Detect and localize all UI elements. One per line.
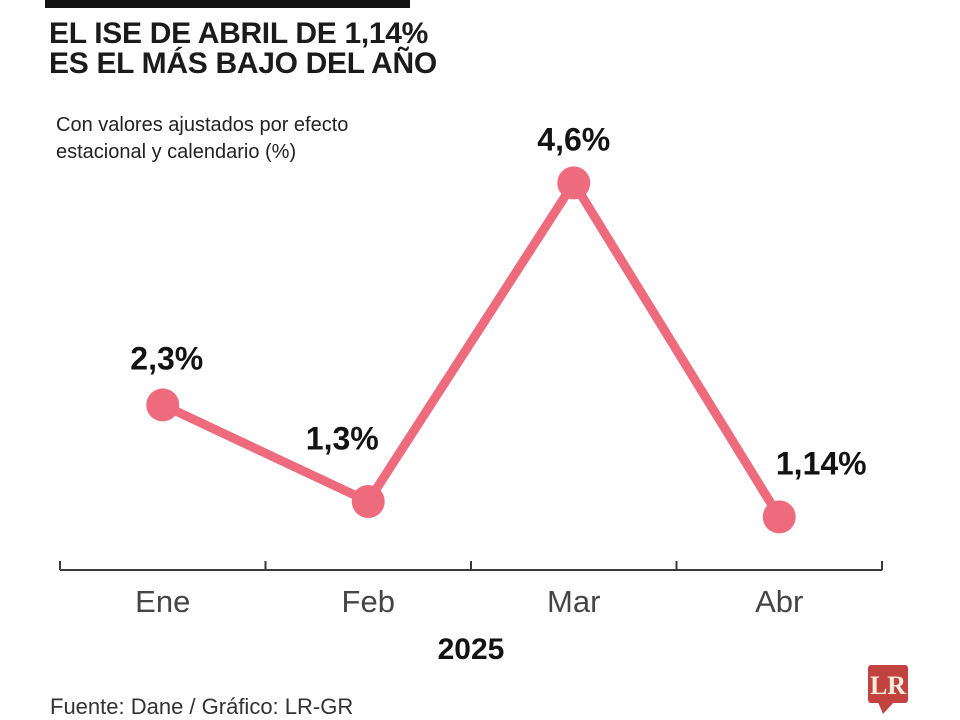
x-tick-label-abr: Abr xyxy=(755,584,804,619)
trend-line xyxy=(158,178,784,522)
data-point-feb xyxy=(351,484,385,518)
lr-logo: LR xyxy=(868,665,908,714)
chart-subtitle: Con valores ajustados por efecto estacio… xyxy=(56,112,348,166)
subtitle-line-1: Con valores ajustados por efecto xyxy=(56,114,349,136)
subtitle-line-2: estacional y calendario (%) xyxy=(56,141,297,163)
x-axis-year-label: 2025 xyxy=(437,633,505,666)
title-line-2: ES EL MÁS BAJO DEL AÑO xyxy=(49,47,437,80)
lr-logo-bubble xyxy=(868,665,908,703)
title-line-1: EL ISE DE ABRIL DE 1,14% xyxy=(49,17,429,50)
data-label-abr: 1,14% xyxy=(775,445,867,482)
title-accent-bar xyxy=(45,0,410,8)
lr-logo-tail xyxy=(878,702,894,714)
data-label-ene: 2,3% xyxy=(130,340,204,377)
source-credit: Fuente: Dane / Gráfico: LR-GR xyxy=(50,694,354,719)
lr-logo-text: LR xyxy=(870,671,906,700)
page-title: EL ISE DE ABRIL DE 1,14% ES EL MÁS BAJO … xyxy=(49,19,437,79)
x-tick-label-mar: Mar xyxy=(547,584,601,619)
data-label-mar: 4,6% xyxy=(537,121,611,158)
data-point-abr xyxy=(762,500,796,534)
x-tick-label-ene: Ene xyxy=(135,584,191,619)
x-tick-label-feb: Feb xyxy=(341,584,395,619)
data-point-ene xyxy=(146,388,180,422)
data-label-feb: 1,3% xyxy=(305,420,379,457)
data-point-mar xyxy=(557,166,591,200)
